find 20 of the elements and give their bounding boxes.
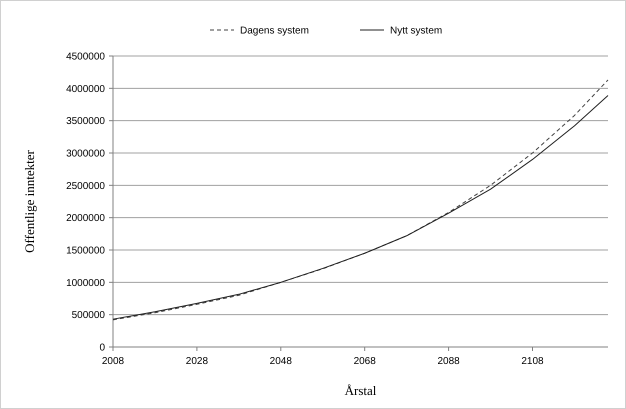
- y-tick-label: 500000: [72, 310, 106, 322]
- x-axis-title: Årstal: [344, 383, 377, 398]
- y-tick-label: 3000000: [66, 148, 106, 160]
- x-tick-label: 2068: [354, 356, 376, 367]
- legend-label: Dagens system: [240, 26, 309, 36]
- x-tick-label: 2028: [186, 356, 208, 367]
- y-axis-title: Offentlige inntekter: [22, 150, 37, 253]
- y-tick-label: 1000000: [66, 278, 106, 289]
- y-tick-label: 2000000: [66, 213, 106, 224]
- y-tick-label: 4000000: [66, 84, 106, 95]
- y-tick-label: 3500000: [66, 116, 106, 128]
- y-tick-label: 0: [99, 342, 106, 354]
- x-tick-label: 2048: [270, 356, 292, 367]
- y-tick-label: 1500000: [66, 246, 106, 256]
- legend-label: Nytt system: [390, 26, 442, 36]
- y-tick-label: 2500000: [66, 180, 106, 192]
- x-tick-label: 2008: [102, 356, 125, 367]
- y-tick-label: 4500000: [66, 52, 106, 62]
- x-tick-label: 2088: [437, 356, 460, 367]
- x-tick-label: 2108: [521, 356, 544, 367]
